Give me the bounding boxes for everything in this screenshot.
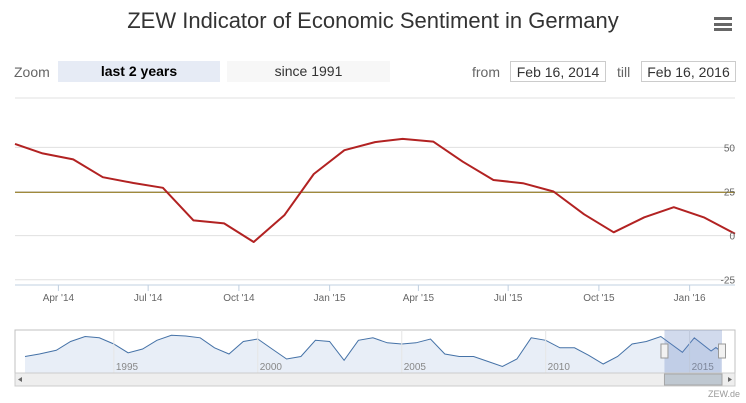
scrollbar-track[interactable]: [14, 372, 736, 387]
x-tick-label: Jul '14: [134, 293, 163, 304]
data-point[interactable]: [551, 189, 556, 194]
till-date-input[interactable]: Feb 16, 2016: [641, 61, 736, 82]
x-tick-label: Oct '15: [583, 293, 615, 304]
zoom-button-last-2-years[interactable]: last 2 years: [58, 61, 220, 82]
zoom-button-since-1991[interactable]: since 1991: [227, 61, 390, 82]
data-point[interactable]: [342, 148, 347, 153]
data-point[interactable]: [400, 136, 405, 141]
x-tick-label: Jan '15: [314, 293, 346, 304]
data-point[interactable]: [222, 221, 227, 226]
navigator-series: [24, 334, 722, 368]
data-point[interactable]: [282, 213, 287, 218]
y-tick-label: 25: [724, 188, 736, 199]
data-point[interactable]: [671, 205, 676, 210]
data-point[interactable]: [611, 230, 616, 235]
navigator-year-label: 2000: [260, 362, 283, 373]
y-tick-label: -25: [721, 276, 736, 287]
x-tick-label: Oct '14: [223, 293, 255, 304]
data-point[interactable]: [100, 175, 105, 180]
data-point[interactable]: [582, 212, 587, 217]
navigator-left-handle[interactable]: [660, 343, 669, 359]
navigator-right-handle[interactable]: [718, 343, 726, 359]
data-point[interactable]: [251, 239, 256, 244]
data-point[interactable]: [131, 181, 136, 186]
y-tick-label: 50: [724, 143, 736, 154]
from-date-input[interactable]: Feb 16, 2014: [510, 61, 606, 82]
navigator-year-label: 1995: [116, 362, 139, 373]
y-tick-label: 0: [729, 232, 735, 243]
navigator-selection[interactable]: [664, 330, 722, 373]
data-point[interactable]: [373, 140, 378, 145]
scroll-right-arrow-icon[interactable]: [728, 377, 732, 382]
scroll-left-arrow-icon[interactable]: [18, 377, 22, 382]
data-point[interactable]: [40, 151, 45, 156]
data-point[interactable]: [520, 181, 525, 186]
navigator-area: [25, 335, 721, 373]
x-tick-label: Apr '14: [43, 293, 75, 304]
data-point[interactable]: [460, 159, 465, 164]
x-tick-label: Jul '15: [494, 293, 523, 304]
zoom-label: Zoom: [14, 64, 50, 80]
data-point[interactable]: [13, 141, 18, 146]
x-tick-label: Apr '15: [403, 293, 435, 304]
series-line[interactable]: [14, 137, 736, 243]
data-point[interactable]: [160, 185, 165, 190]
data-point[interactable]: [642, 215, 647, 220]
data-point[interactable]: [71, 157, 76, 162]
navigator-year-label: 2015: [692, 362, 715, 373]
from-label: from: [472, 64, 500, 80]
scrollbar-thumb[interactable]: [663, 373, 723, 386]
x-tick-label: Jan '16: [674, 293, 706, 304]
chart-title: ZEW Indicator of Economic Sentiment in G…: [127, 8, 619, 33]
data-point[interactable]: [702, 215, 707, 220]
data-point[interactable]: [491, 178, 496, 183]
navigator-year-label: 2010: [548, 362, 571, 373]
data-point[interactable]: [311, 172, 316, 177]
navigator-year-label: 2005: [404, 362, 427, 373]
footer-credit: ZEW.de: [707, 389, 740, 399]
hamburger-icon[interactable]: [714, 17, 732, 31]
data-point[interactable]: [431, 139, 436, 144]
till-label: till: [617, 64, 631, 80]
data-point[interactable]: [191, 218, 196, 223]
